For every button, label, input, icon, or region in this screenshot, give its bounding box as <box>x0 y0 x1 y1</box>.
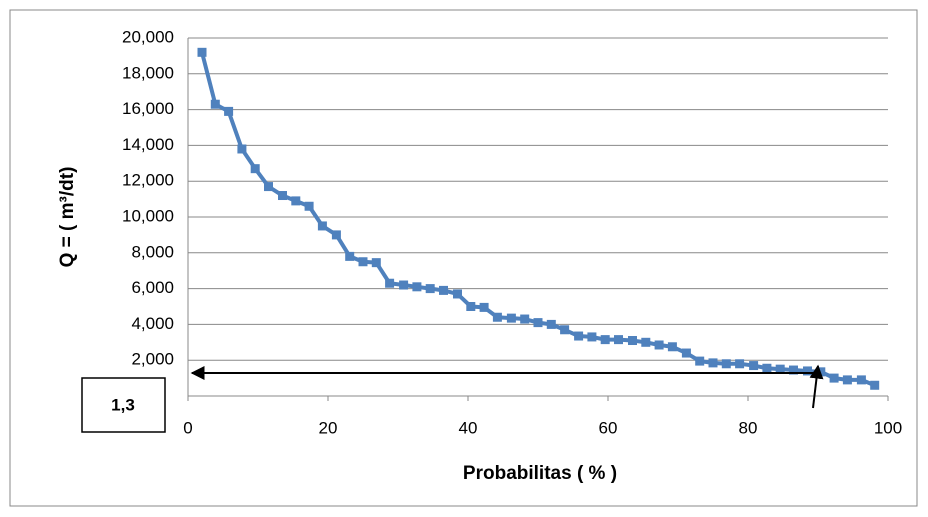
y-tick-label: 2,000 <box>131 350 174 369</box>
point <box>453 289 462 299</box>
point <box>775 364 785 374</box>
point <box>304 201 314 211</box>
point <box>842 375 852 385</box>
point <box>533 318 543 328</box>
point <box>358 257 368 267</box>
x-tick-label: 0 <box>183 418 192 437</box>
point <box>371 258 381 268</box>
x-tick-label: 40 <box>459 418 478 437</box>
x-tick-label: 20 <box>319 418 338 437</box>
point <box>641 337 651 347</box>
point <box>385 278 395 288</box>
x-axis-label: Probabilitas ( % ) <box>463 463 617 484</box>
point <box>399 280 409 290</box>
point <box>264 182 273 192</box>
point <box>506 313 516 323</box>
point <box>654 340 664 350</box>
point <box>412 282 422 292</box>
point <box>574 331 584 341</box>
point <box>345 251 355 261</box>
point <box>614 335 623 345</box>
point <box>224 106 234 116</box>
point <box>520 314 530 324</box>
point <box>829 373 839 383</box>
point <box>492 312 502 322</box>
point <box>721 359 731 369</box>
point <box>803 366 812 376</box>
point <box>250 164 260 174</box>
point <box>667 342 677 352</box>
point <box>546 319 556 329</box>
x-tick-label: 100 <box>874 418 902 437</box>
point <box>695 356 705 366</box>
arrow <box>809 364 824 409</box>
point <box>278 191 287 201</box>
point <box>210 99 220 109</box>
x-tick-label: 80 <box>739 418 758 437</box>
point <box>628 336 637 346</box>
y-tick-label: 18,000 <box>122 63 174 82</box>
y-tick-label: 14,000 <box>122 135 174 154</box>
point <box>708 358 718 368</box>
annotation: 1,3 <box>111 395 135 414</box>
point <box>789 365 798 375</box>
point <box>856 375 866 385</box>
point <box>681 348 691 358</box>
point <box>560 325 570 335</box>
point <box>587 332 597 342</box>
y-tick-label: 6,000 <box>131 278 174 297</box>
y-axis-label: Q = ( m³/dt) <box>57 167 78 268</box>
point <box>600 335 610 345</box>
point <box>439 285 448 295</box>
y-tick-label: 12,000 <box>122 171 174 190</box>
y-tick-label: 20,000 <box>122 27 174 46</box>
point <box>479 302 489 312</box>
point <box>317 221 327 231</box>
y-tick-label: 10,000 <box>122 206 174 225</box>
point <box>291 196 301 206</box>
point <box>237 144 247 154</box>
y-tick-label: 8,000 <box>131 242 174 261</box>
point <box>749 361 759 371</box>
y-tick-label: 16,000 <box>122 99 174 118</box>
x-tick-label: 60 <box>599 418 618 437</box>
point <box>466 302 476 311</box>
point <box>762 363 772 373</box>
point <box>870 380 880 390</box>
y-tick-label: 4,000 <box>131 314 174 333</box>
annotation-box <box>81 377 166 433</box>
point <box>425 284 435 294</box>
point <box>331 230 341 240</box>
point <box>735 359 745 369</box>
point <box>197 47 207 57</box>
